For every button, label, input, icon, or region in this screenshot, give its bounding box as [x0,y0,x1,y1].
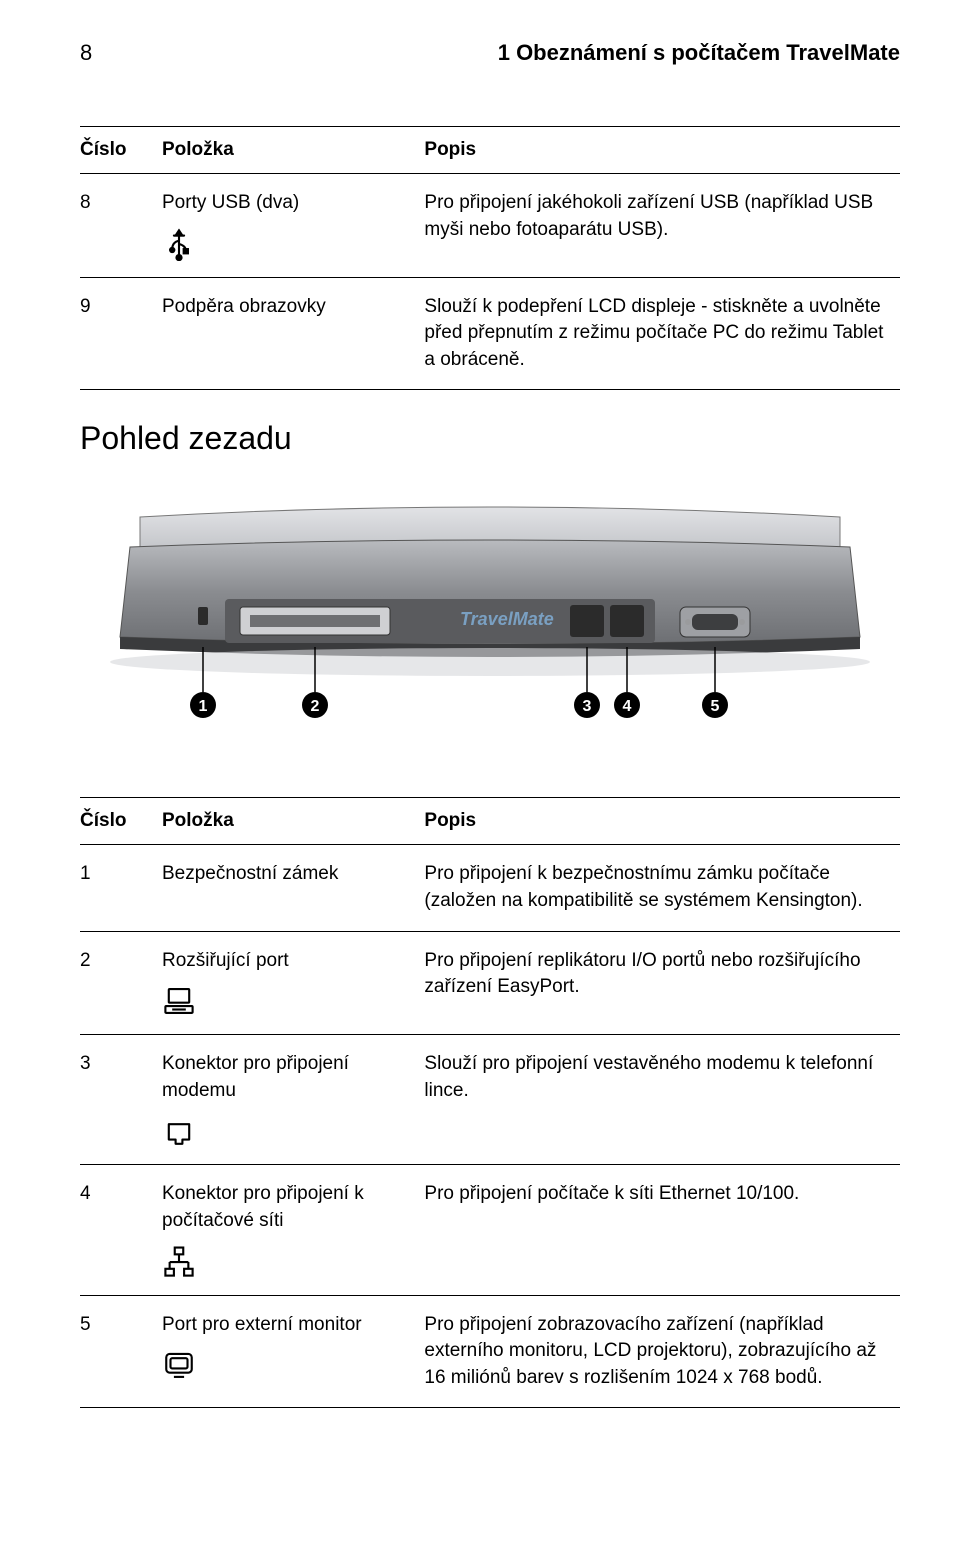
svg-text:3: 3 [583,698,592,715]
item-label: Konektor pro připojení k počítačové síti [162,1181,414,1234]
modem-icon [162,1114,414,1148]
section-title-rear: Pohled zezadu [80,420,900,457]
cell-number: 9 [80,277,162,390]
cell-number: 4 [80,1165,162,1295]
cell-number: 3 [80,1035,162,1165]
ethernet-icon [162,1245,414,1279]
th-desc: Popis [424,798,900,845]
svg-text:TravelMate: TravelMate [460,609,554,629]
chapter-title: 1 Obeznámení s počítačem TravelMate [498,40,900,66]
item-label: Konektor pro připojení modemu [162,1051,414,1104]
cell-item: Bezpečnostní zámek [162,845,424,931]
cell-desc: Slouží pro připojení vestavěného modemu … [424,1035,900,1165]
cell-item: Port pro externí monitor [162,1295,424,1408]
dock-icon [162,984,414,1018]
cell-number: 8 [80,174,162,278]
ports-table-continued: Číslo Položka Popis 8Porty USB (dva) Pro… [80,126,900,390]
table-row: 3Konektor pro připojení modemu Slouží pr… [80,1035,900,1165]
table-row: 9Podpěra obrazovky Slouží k podepření LCD… [80,277,900,390]
cell-desc: Pro připojení k bezpečnostnímu zámku poč… [424,845,900,931]
svg-text:4: 4 [623,698,632,715]
cell-desc: Pro připojení počítače k síti Ethernet 1… [424,1165,900,1295]
cell-item: Konektor pro připojení k počítačové síti [162,1165,424,1295]
rear-ports-table: Číslo Položka Popis 1Bezpečnostní zámek P… [80,797,900,1408]
cell-item: Konektor pro připojení modemu [162,1035,424,1165]
laptop-rear-illustration: TravelMate 1 2 3 4 5 [80,487,900,767]
document-page: 8 1 Obeznámení s počítačem TravelMate Čí… [0,0,960,1554]
svg-text:1: 1 [199,698,208,715]
table-row: 2Rozšiřující port Pro připojení replikát… [80,931,900,1035]
item-label: Porty USB (dva) [162,190,414,217]
table-row: 4Konektor pro připojení k počítačové sít… [80,1165,900,1295]
table-row: 5Port pro externí monitor Pro připojení … [80,1295,900,1408]
cell-item: Podpěra obrazovky [162,277,424,390]
th-desc: Popis [424,127,900,174]
svg-text:2: 2 [311,698,320,715]
cell-number: 1 [80,845,162,931]
cell-desc: Pro připojení replikátoru I/O portů nebo… [424,931,900,1035]
svg-text:5: 5 [711,698,720,715]
item-label: Rozšiřující port [162,948,414,975]
cell-number: 5 [80,1295,162,1408]
th-number: Číslo [80,798,162,845]
item-label: Podpěra obrazovky [162,294,414,321]
monitor-icon [162,1348,414,1382]
page-header: 8 1 Obeznámení s počítačem TravelMate [80,40,900,66]
cell-desc: Pro připojení jakéhokoli zařízení USB (n… [424,174,900,278]
cell-item: Rozšiřující port [162,931,424,1035]
cell-desc: Pro připojení zobrazovacího zařízení (na… [424,1295,900,1408]
th-item: Položka [162,127,424,174]
usb-icon [162,227,414,261]
cell-desc: Slouží k podepření LCD displeje - stiskn… [424,277,900,390]
th-item: Položka [162,798,424,845]
item-label: Port pro externí monitor [162,1312,414,1339]
page-number: 8 [80,40,92,66]
item-label: Bezpečnostní zámek [162,861,414,888]
cell-number: 2 [80,931,162,1035]
cell-item: Porty USB (dva) [162,174,424,278]
table-row: 8Porty USB (dva) Pro připojení jakéhokol… [80,174,900,278]
th-number: Číslo [80,127,162,174]
table-row: 1Bezpečnostní zámek Pro připojení k bezpe… [80,845,900,931]
